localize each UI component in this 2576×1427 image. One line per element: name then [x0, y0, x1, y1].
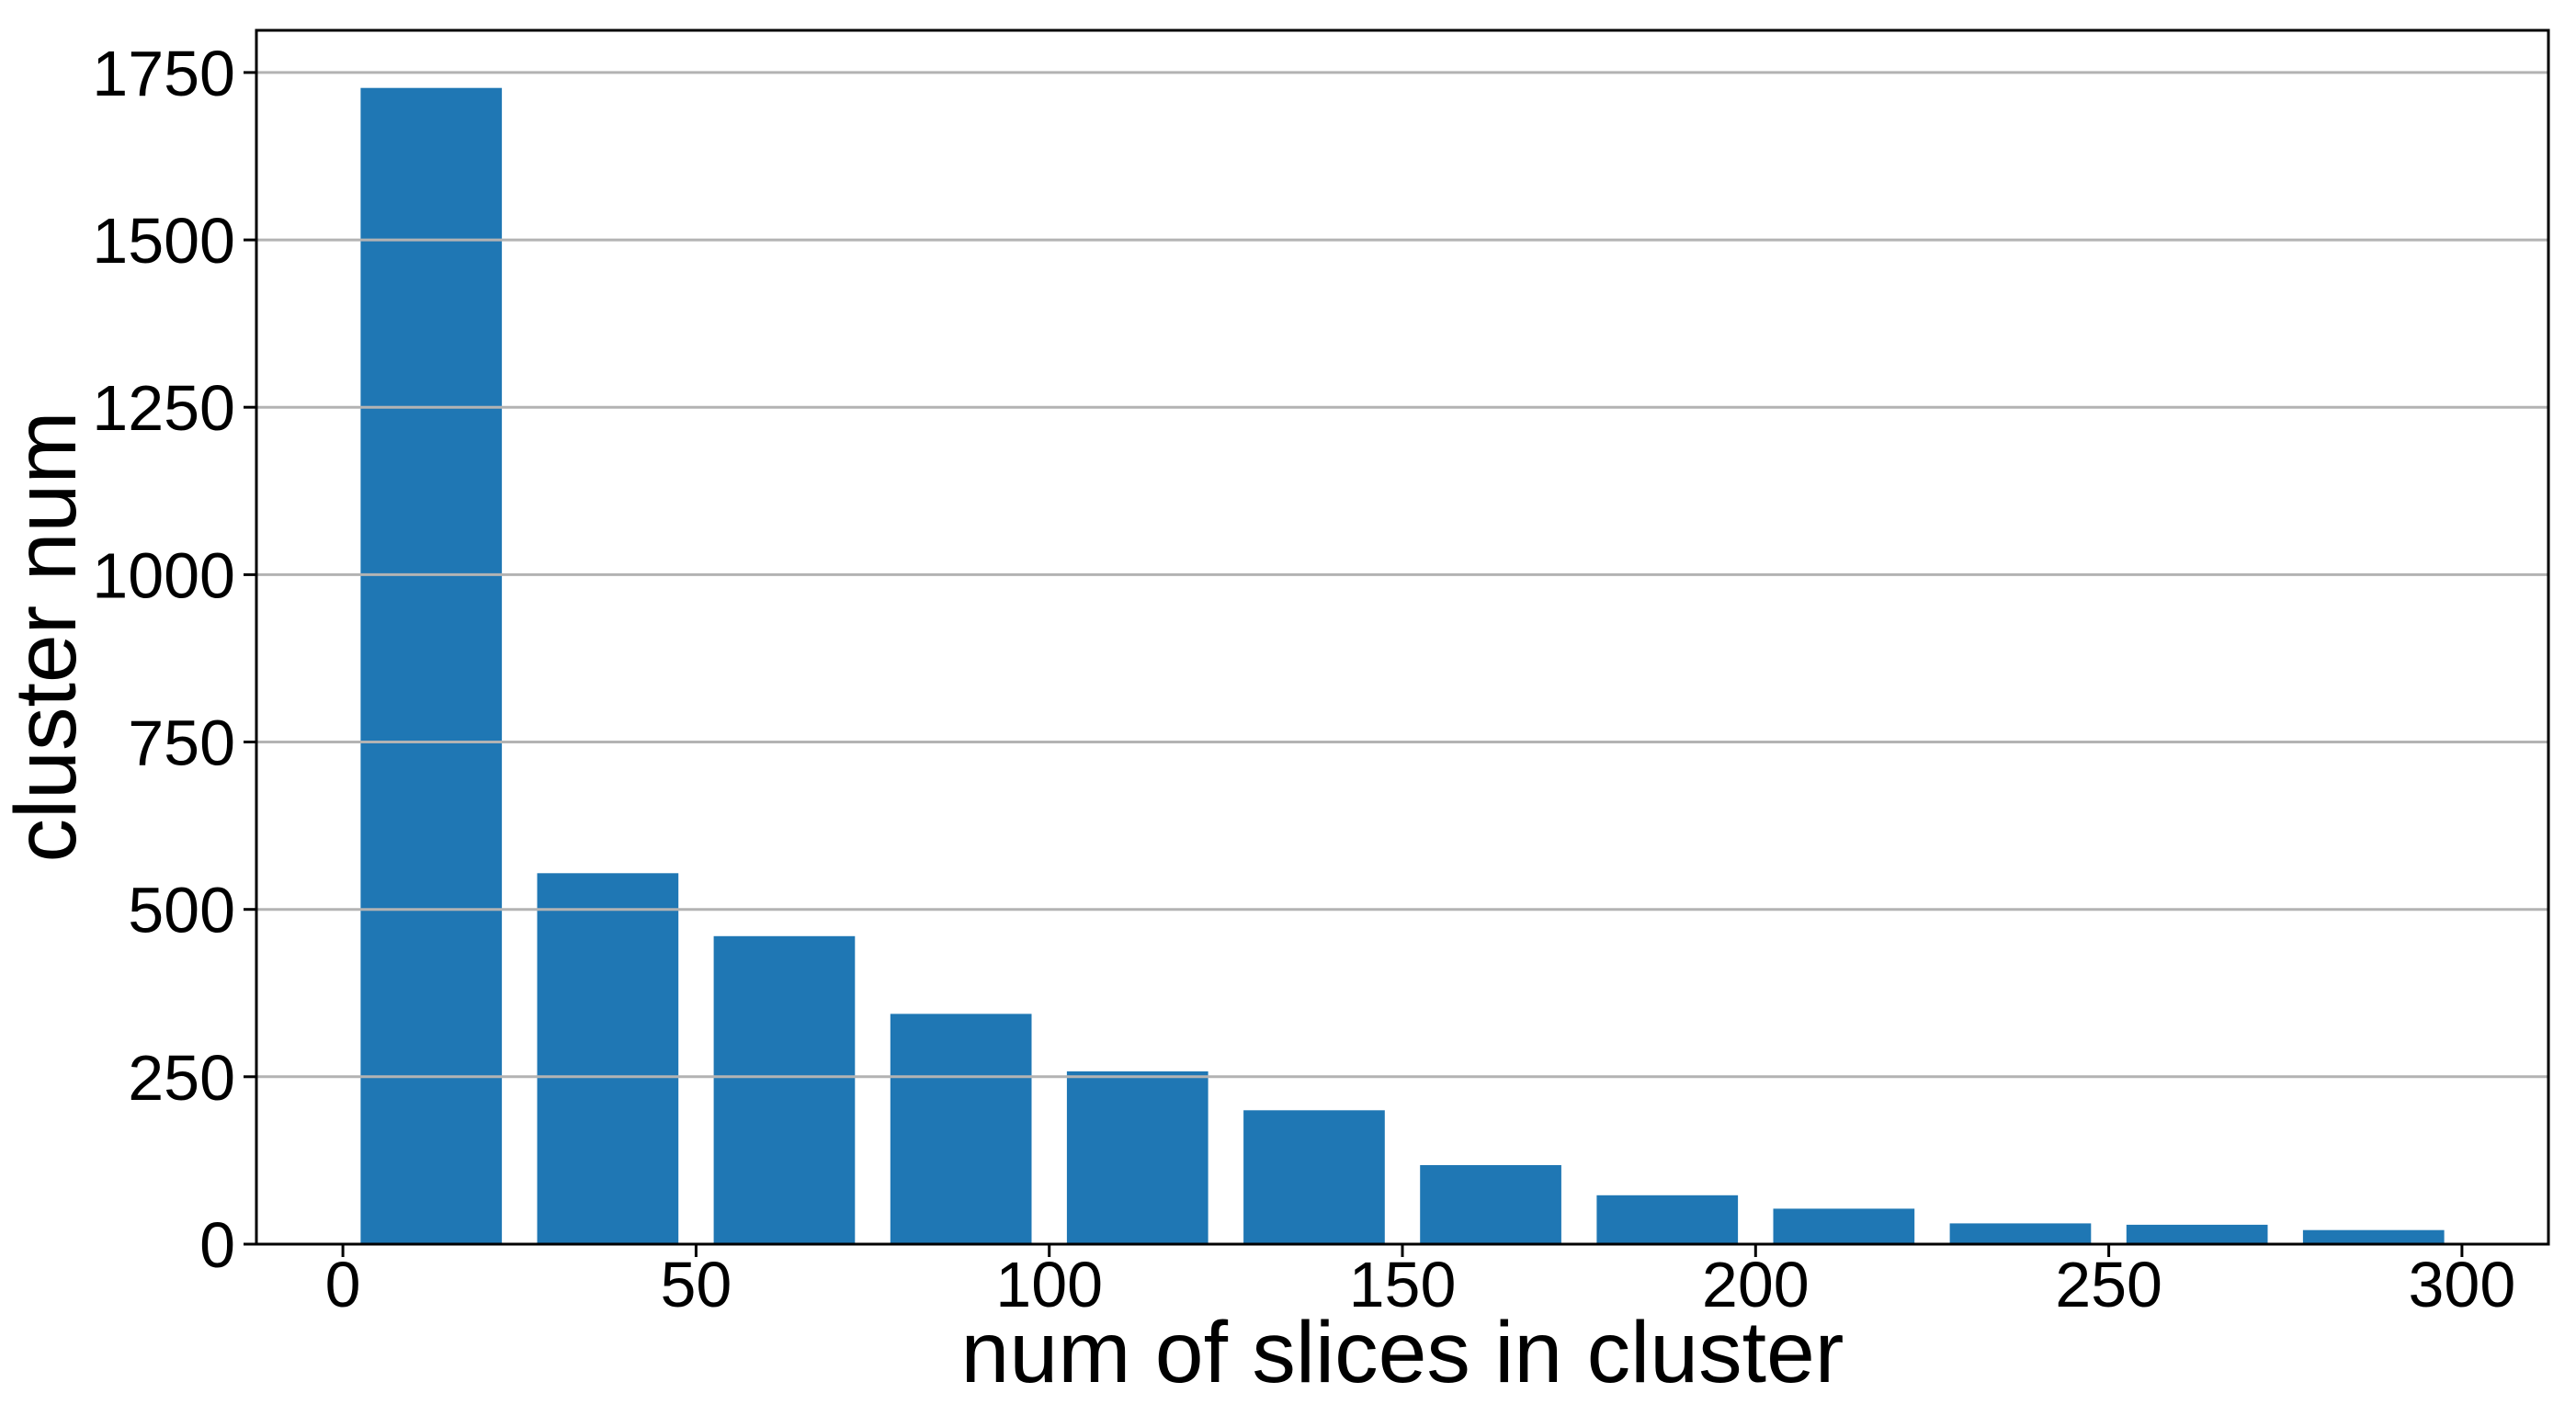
x-tick-label: 200 — [1702, 1249, 1810, 1320]
y-tick-label: 1750 — [92, 38, 235, 109]
y-tick-label: 1250 — [92, 372, 235, 444]
histogram-bar — [1243, 1110, 1385, 1244]
y-tick-label: 250 — [128, 1042, 235, 1114]
x-tick-label: 100 — [995, 1249, 1103, 1320]
histogram-bar — [713, 935, 856, 1244]
y-tick-label: 1000 — [92, 539, 235, 611]
x-tick-label: 300 — [2409, 1249, 2516, 1320]
histogram-bar — [1596, 1195, 1739, 1244]
y-axis-label: cluster num — [0, 411, 95, 862]
y-tick-label: 750 — [128, 708, 235, 779]
y-tick-label: 500 — [128, 875, 235, 946]
y-tick-label: 0 — [199, 1209, 235, 1281]
histogram-bar — [1773, 1208, 1915, 1244]
histogram-bar — [1949, 1223, 2092, 1244]
histogram-bar — [2126, 1224, 2268, 1244]
x-axis-label: num of slices in cluster — [961, 1304, 1844, 1401]
histogram-bar — [1420, 1165, 1561, 1244]
bars-layer — [360, 87, 2445, 1245]
histogram-bar — [890, 1014, 1032, 1244]
x-tick-label: 0 — [325, 1249, 361, 1320]
histogram-bar — [2302, 1229, 2445, 1244]
x-tick-label: 50 — [660, 1249, 732, 1320]
gridlines-layer — [256, 71, 2548, 1079]
x-tick-label: 250 — [2055, 1249, 2162, 1320]
histogram-bar — [1066, 1071, 1209, 1244]
x-tick-label: 150 — [1349, 1249, 1457, 1320]
histogram-bar — [537, 873, 679, 1244]
histogram-bar — [360, 87, 503, 1245]
y-tick-label: 1500 — [92, 205, 235, 277]
tick-labels-layer: 0 50 100 150 200 250 300 0 250 500 750 1000 1250 1500… — [92, 38, 2515, 1320]
